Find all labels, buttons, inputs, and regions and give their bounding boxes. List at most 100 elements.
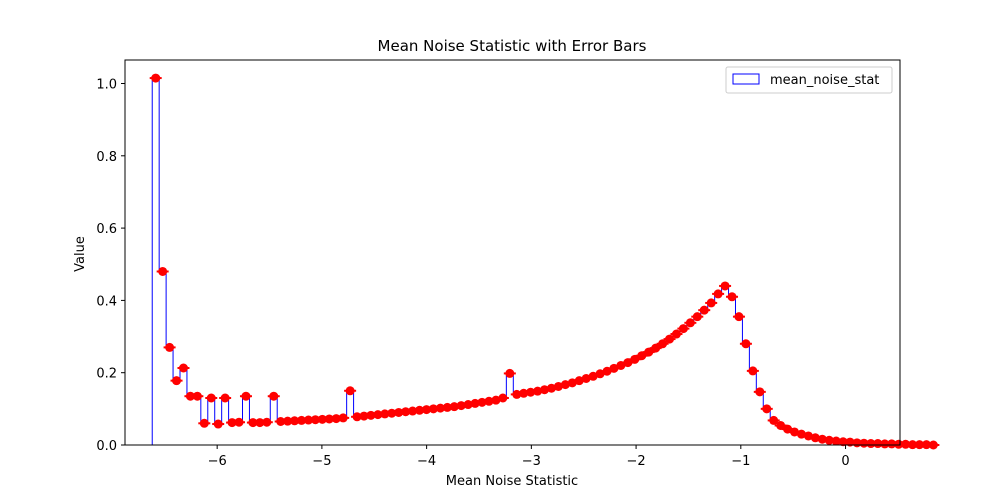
point-marker <box>324 414 334 424</box>
point-marker <box>915 440 924 450</box>
y-axis-label: Value <box>73 236 88 272</box>
point-marker <box>317 414 327 424</box>
point-marker <box>873 439 883 449</box>
point-marker <box>178 363 188 373</box>
point-marker <box>387 408 397 418</box>
point-marker <box>185 391 195 401</box>
point-marker <box>665 334 675 344</box>
point-marker <box>706 298 716 308</box>
point-marker <box>776 420 786 430</box>
point-marker <box>831 436 841 446</box>
point-marker <box>463 400 473 410</box>
point-marker <box>192 391 202 401</box>
point-marker <box>734 312 744 322</box>
point-marker <box>901 439 911 449</box>
point-marker <box>755 387 765 397</box>
point-marker <box>206 393 216 403</box>
data-point <box>219 393 232 403</box>
point-marker <box>921 440 931 450</box>
point-marker <box>241 391 251 401</box>
point-marker <box>727 292 737 302</box>
point-marker <box>720 281 730 291</box>
point-marker <box>373 410 383 420</box>
point-marker <box>394 407 404 417</box>
chart-title: Mean Noise Statistic with Error Bars <box>378 37 647 55</box>
point-marker <box>255 418 265 428</box>
point-marker <box>310 415 320 425</box>
point-marker <box>338 413 348 423</box>
point-marker <box>449 402 459 412</box>
point-marker <box>699 305 709 315</box>
data-point <box>233 417 246 427</box>
point-marker <box>366 410 376 420</box>
point-marker <box>845 437 855 447</box>
data-point <box>344 386 357 396</box>
point-marker <box>887 439 897 449</box>
data-point <box>705 298 718 308</box>
point-marker <box>630 354 640 364</box>
point-marker <box>866 439 876 449</box>
data-point <box>267 391 280 401</box>
data-point <box>156 266 169 276</box>
plot-area <box>149 73 940 450</box>
data-point <box>663 334 676 344</box>
point-marker <box>262 417 272 427</box>
data-point <box>163 342 176 352</box>
data-point <box>191 391 204 401</box>
data-point <box>149 73 162 83</box>
data-point <box>239 391 252 401</box>
legend-label: mean_noise_stat <box>770 73 879 88</box>
point-marker <box>269 391 279 401</box>
point-marker <box>234 417 244 427</box>
point-marker <box>838 437 848 447</box>
data-point <box>642 347 655 357</box>
data-point <box>649 343 662 353</box>
point-marker <box>894 439 904 449</box>
point-marker <box>741 339 751 349</box>
point-marker <box>408 406 418 416</box>
data-point <box>927 440 940 450</box>
axes: −6 −5 −4 −3 −2 −1 0 0.0 0.2 0.4 0.6 0.8 1.0 <box>96 59 901 469</box>
point-marker <box>401 407 411 417</box>
data-point <box>260 417 273 427</box>
point-marker <box>623 358 633 368</box>
data-point <box>760 404 773 414</box>
point-marker <box>637 351 647 361</box>
point-marker <box>498 393 508 403</box>
data-point <box>684 318 697 328</box>
data-point <box>746 366 759 376</box>
point-marker <box>331 414 341 424</box>
x-axis-label: Mean Noise Statistic <box>446 474 578 489</box>
data-point <box>670 329 683 339</box>
x-tick-label: −2 <box>626 454 645 469</box>
point-marker <box>692 312 702 322</box>
point-marker <box>526 387 536 397</box>
data-point <box>496 393 509 403</box>
point-marker <box>435 403 445 413</box>
data-point <box>635 351 648 361</box>
y-tick-label: 0.2 <box>96 367 117 382</box>
data-point <box>691 312 704 322</box>
x-tick-label: 0 <box>841 454 849 469</box>
point-marker <box>359 411 369 421</box>
point-marker <box>220 393 230 403</box>
point-marker <box>470 398 480 408</box>
data-point <box>732 312 745 322</box>
point-marker <box>928 440 938 450</box>
point-marker <box>456 401 466 411</box>
point-marker <box>352 412 362 422</box>
point-marker <box>345 386 355 396</box>
data-point <box>503 368 516 378</box>
legend-box <box>725 66 893 94</box>
x-tick-label: −4 <box>417 454 436 469</box>
point-marker <box>671 329 681 339</box>
point-marker <box>297 415 307 425</box>
point-marker <box>651 343 661 353</box>
point-marker <box>283 416 293 426</box>
legend: mean_noise_stat <box>725 66 893 94</box>
x-tick-label: −1 <box>731 454 750 469</box>
data-point <box>774 420 787 430</box>
data-point <box>719 281 732 291</box>
point-marker <box>290 416 300 426</box>
y-tick-label: 1.0 <box>96 77 117 92</box>
